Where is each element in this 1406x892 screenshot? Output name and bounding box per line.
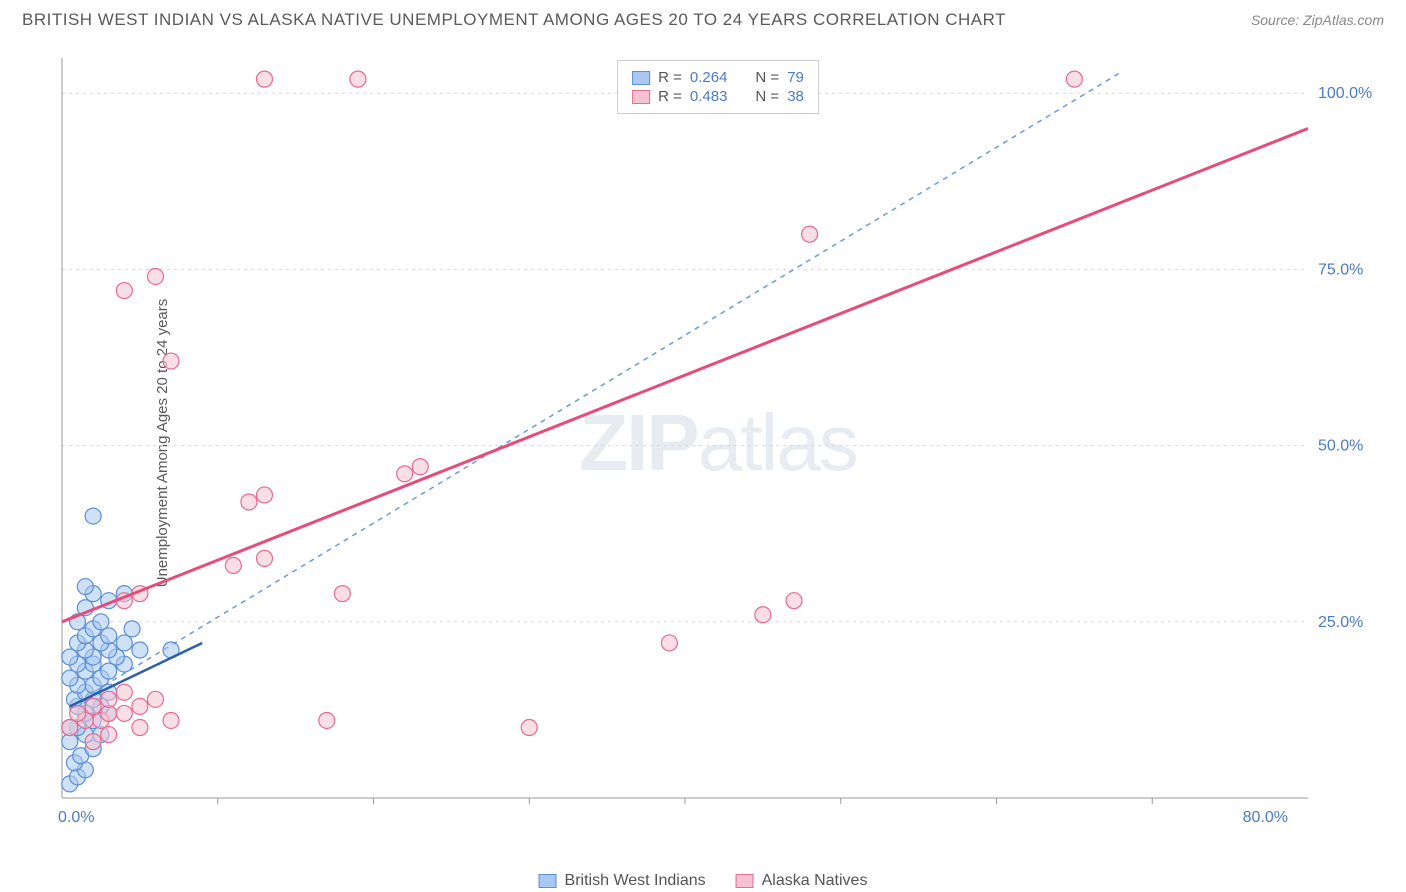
x-tick-label: 0.0% — [58, 809, 94, 826]
data-point — [62, 670, 78, 686]
n-label: N = — [755, 88, 779, 105]
legend-label: Alaska Natives — [762, 872, 868, 890]
legend-label: British West Indians — [565, 872, 706, 890]
data-point — [163, 353, 179, 369]
data-point — [101, 663, 117, 679]
data-point — [77, 579, 93, 595]
data-point — [334, 586, 350, 602]
legend-swatch — [736, 874, 754, 888]
n-label: N = — [755, 69, 779, 86]
n-value: 38 — [787, 88, 804, 105]
data-point — [397, 466, 413, 482]
legend-item: Alaska Natives — [736, 872, 868, 890]
data-point — [116, 635, 132, 651]
y-tick-label: 75.0% — [1318, 261, 1363, 278]
data-point — [85, 508, 101, 524]
data-point — [1066, 71, 1082, 87]
data-point — [256, 71, 272, 87]
data-point — [124, 621, 140, 637]
x-tick-label: 80.0% — [1243, 809, 1288, 826]
r-value: 0.483 — [690, 88, 728, 105]
data-point — [225, 557, 241, 573]
y-tick-label: 100.0% — [1318, 85, 1372, 102]
data-point — [85, 734, 101, 750]
data-point — [62, 649, 78, 665]
chart-area: Unemployment Among Ages 20 to 24 years Z… — [58, 48, 1378, 838]
data-point — [786, 593, 802, 609]
data-point — [241, 494, 257, 510]
n-value: 79 — [787, 69, 804, 86]
r-label: R = — [658, 88, 682, 105]
y-tick-label: 25.0% — [1318, 614, 1363, 631]
trend-guide — [70, 72, 1121, 706]
stats-row: R = 0.264 N = 79 — [632, 69, 804, 86]
scatter-plot: 25.0% 50.0% 75.0% 100.0% 0.0% 80.0% — [58, 48, 1378, 838]
r-value: 0.264 — [690, 69, 728, 86]
data-point — [85, 698, 101, 714]
data-point — [521, 720, 537, 736]
data-point — [755, 607, 771, 623]
data-point — [319, 712, 335, 728]
correlation-stats-box: R = 0.264 N = 79 R = 0.483 N = 38 — [617, 60, 819, 114]
source-attribution: Source: ZipAtlas.com — [1251, 12, 1384, 28]
data-point — [101, 628, 117, 644]
data-point — [132, 698, 148, 714]
data-point — [70, 705, 86, 721]
series-swatch — [632, 90, 650, 104]
legend: British West Indians Alaska Natives — [539, 872, 868, 890]
data-point — [163, 712, 179, 728]
stats-row: R = 0.483 N = 38 — [632, 88, 804, 105]
data-point — [661, 635, 677, 651]
data-point — [62, 720, 78, 736]
legend-swatch — [539, 874, 557, 888]
data-point — [132, 720, 148, 736]
series-swatch — [632, 71, 650, 85]
header: BRITISH WEST INDIAN VS ALASKA NATIVE UNE… — [0, 0, 1406, 36]
data-point — [93, 614, 109, 630]
data-point — [256, 550, 272, 566]
data-point — [116, 705, 132, 721]
data-point — [116, 283, 132, 299]
data-point — [412, 459, 428, 475]
y-tick-label: 50.0% — [1318, 438, 1363, 455]
chart-title: BRITISH WEST INDIAN VS ALASKA NATIVE UNE… — [22, 10, 1006, 30]
data-point — [350, 71, 366, 87]
data-point — [101, 691, 117, 707]
data-point — [132, 642, 148, 658]
data-point — [147, 691, 163, 707]
r-label: R = — [658, 69, 682, 86]
data-point — [256, 487, 272, 503]
legend-item: British West Indians — [539, 872, 706, 890]
trend-line — [62, 128, 1308, 621]
data-point — [116, 684, 132, 700]
data-point — [802, 226, 818, 242]
data-point — [101, 727, 117, 743]
data-point — [147, 268, 163, 284]
